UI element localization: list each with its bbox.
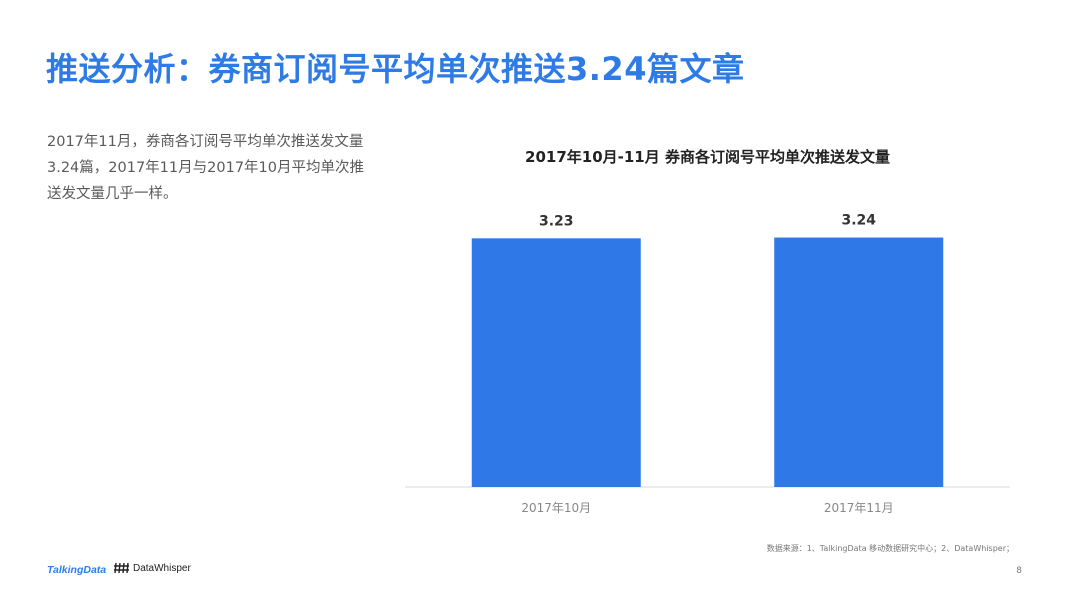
- data-label-2: 3.24: [841, 213, 876, 229]
- x-tick-label-1: 2017年10月: [521, 501, 591, 515]
- chart-title: 2017年10月-11月 券商各订阅号平均单次推送发文量: [525, 148, 890, 166]
- data-source-note: 数据来源：1、TalkingData 移动数据研究中心；2、DataWhispe…: [766, 544, 1014, 553]
- bar-2: [774, 237, 944, 487]
- summary-text: 2017年11月，券商各订阅号平均单次推送发文量3.24篇，2017年11月与2…: [47, 134, 364, 202]
- page-number: 8: [1016, 566, 1022, 576]
- datawhisper-logo-text: DataWhisper: [133, 562, 191, 574]
- datawhisper-logo: DataWhisper: [114, 562, 191, 574]
- bar-1: [471, 238, 641, 487]
- chart-canvas: 3.23 2017年10月 3.24 2017年11月: [405, 213, 1010, 515]
- x-tick-label-2: 2017年11月: [824, 501, 894, 515]
- datawhisper-mark-icon: [114, 562, 129, 574]
- data-label-1: 3.23: [539, 213, 574, 229]
- talkingdata-logo: TalkingData: [47, 564, 107, 576]
- page-title: 推送分析：券商订阅号平均单次推送3.24篇文章: [46, 50, 745, 88]
- bar-chart: 3.23 2017年10月 3.24 2017年11月 2017年10月-11月 券商…: [395, 138, 1020, 528]
